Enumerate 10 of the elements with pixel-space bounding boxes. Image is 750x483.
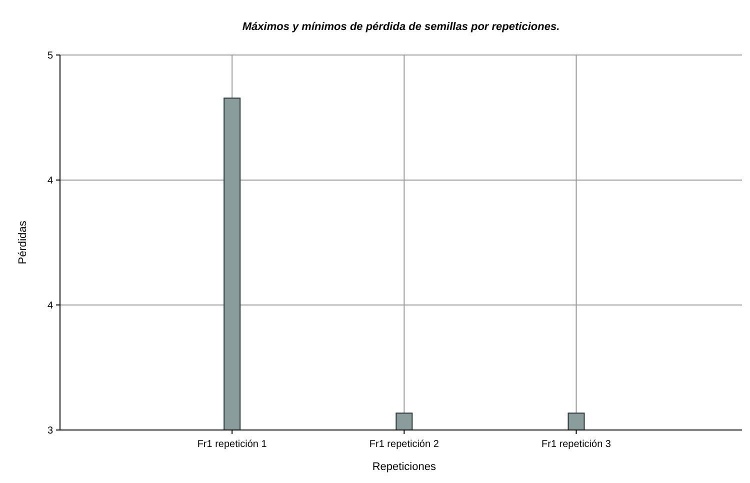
x-tick-label: Fr1 repetición 3 — [542, 439, 612, 450]
x-axis-title: Repeticiones — [372, 461, 436, 473]
y-tick-label: 4 — [47, 176, 54, 187]
x-tick-label: Fr1 repetición 1 — [197, 439, 268, 450]
chart-title: Máximos y mínimos de pérdida de semillas por repeticiones. — [242, 21, 560, 33]
x-tick-label: Fr1 repetición 2 — [369, 439, 440, 450]
y-axis-title: Pérdidas — [17, 220, 29, 264]
y-tick-label: 3 — [47, 426, 54, 436]
y-tick-label: 5 — [47, 50, 54, 62]
y-tick-label: 4 — [47, 300, 54, 312]
